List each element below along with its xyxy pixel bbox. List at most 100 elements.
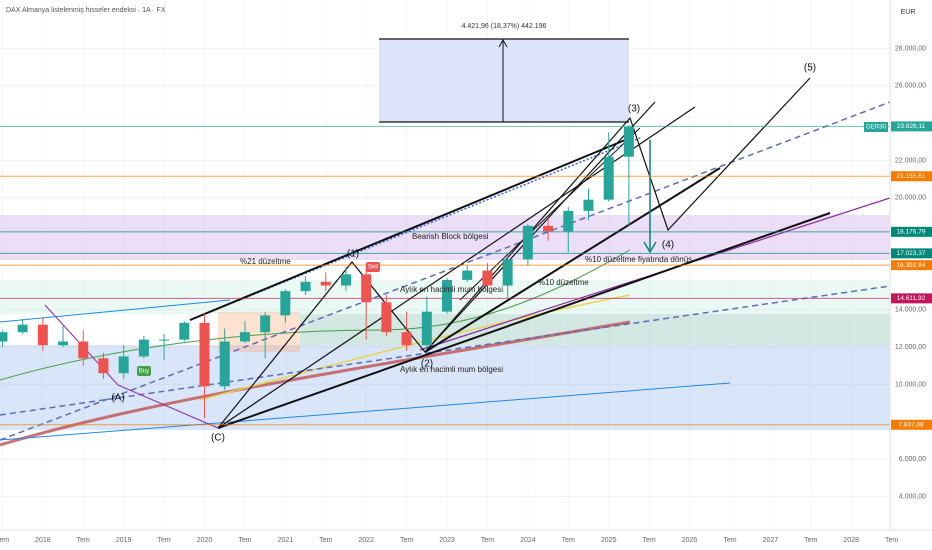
price-tag [891,260,932,271]
symbol-tag [864,122,888,132]
candle-body [300,281,311,292]
x-tick-label: Tem [157,537,170,544]
annotation: Aylık en hacimli mum bölgesi [400,285,503,294]
x-tick-label: 2022 [358,537,374,544]
x-tick-label: Tem [885,537,898,544]
candle-body [361,274,372,303]
y-tick-label: 14.000,00 [895,307,926,314]
x-tick-label: Tem [562,537,575,544]
y-tick-label: 4.000,00 [899,493,926,500]
orange-zone [218,312,300,352]
price-tag-label: 16.392,94 [897,262,926,269]
x-tick-label: 2019 [116,537,132,544]
symbol: GER30 [866,125,886,131]
moving-average [0,249,631,381]
x-tick-label: Tem [77,537,90,544]
x-tick-label: Tem [723,537,736,544]
x-tick-label: 2024 [520,537,536,544]
annotation: Bearish Block bölgesi [412,232,489,241]
trend-line [217,212,831,429]
trend-line [189,137,631,321]
annotation: %10 düzeltme fiyatında dönüş [585,255,692,264]
price-tag-label: 7.837,88 [898,422,924,429]
measure-arrowhead [498,38,508,48]
price-tag [891,171,932,182]
blue-zone [0,345,890,430]
candle-body [159,339,170,341]
x-tick-label: 2025 [601,537,617,544]
price-tag [891,226,932,237]
chart-title: DAX Almanya listelenmiş hisseler endeksi… [6,7,166,14]
price-tag [891,248,932,259]
y-tick-label: 6.000,00 [899,456,926,463]
candle-body [219,341,230,387]
candle-body [502,259,513,286]
currency: EUR [901,9,916,16]
candle-body [381,302,392,333]
annotation: %10 düzeltme [538,278,589,287]
y-tick-label: 28.000,00 [895,45,926,52]
x-tick-label: Tem [0,537,9,544]
candles [0,125,634,419]
measure-label: 4.421,96 (18,37%) 442.196 [462,23,547,30]
moving-average [0,320,631,447]
x-tick-label: 2021 [278,537,294,544]
candle-body [58,341,69,346]
buy-tag [137,366,151,376]
candle-body [543,225,554,232]
trend-line [0,299,231,323]
candle-body [340,274,351,286]
x-tick-label: Tem [804,537,817,544]
candle-body [179,322,190,340]
candle-body [442,279,453,312]
price-tag [891,121,932,132]
sell-label: Sell [368,265,378,271]
candle-body [98,358,109,374]
x-tick-label: 2020 [197,537,213,544]
x-tick-label: 2026 [682,537,698,544]
price-tag-label: 14.611,92 [897,295,926,302]
buy-label: Buy [139,369,149,375]
annotation: Aylık en hacimli mum bölgesi [400,365,503,374]
wave-label: (5) [804,63,816,74]
price-tag [891,419,932,430]
trend-line [424,167,721,353]
candle-body [421,311,432,346]
wave-label: (A) [111,393,124,404]
trend-line [0,101,891,441]
y-tick-label: 22.000,00 [895,157,926,164]
candle-body [118,356,129,374]
candle-body [37,324,48,346]
trend-line [0,382,731,441]
levels [0,125,890,426]
x-tick-label: 2023 [439,537,455,544]
y-tick-label: 10.000,00 [895,381,926,388]
sell-tag [366,262,380,272]
x-tick-label: Tem [319,537,332,544]
trend-line [424,101,656,353]
candle-body [482,270,493,286]
purple-zone [0,215,890,260]
y-tick-label: 12.000,00 [895,344,926,351]
y-tick-label: 26.000,00 [895,83,926,90]
price-tag-label: 23.826,11 [897,123,926,130]
price-tag-label: 21.155,61 [897,173,926,180]
x-tick-label: Tem [238,537,251,544]
candle-body [260,315,271,333]
annotation: %21 düzeltme [240,257,291,266]
wave-label: (2) [421,359,433,370]
trend-line [217,106,696,429]
measure-box [379,39,629,122]
x-tick-label: Tem [642,537,655,544]
candle-body [320,281,331,286]
price-tag-label: 18.176,79 [897,229,926,236]
candle-body [78,341,89,359]
candle-body [280,291,291,316]
candle-body [401,332,412,346]
abc-wave [44,304,219,429]
candle-body [199,322,210,387]
candle-body [138,339,149,357]
candle-body [239,332,250,342]
wave-label: (C) [211,433,225,444]
